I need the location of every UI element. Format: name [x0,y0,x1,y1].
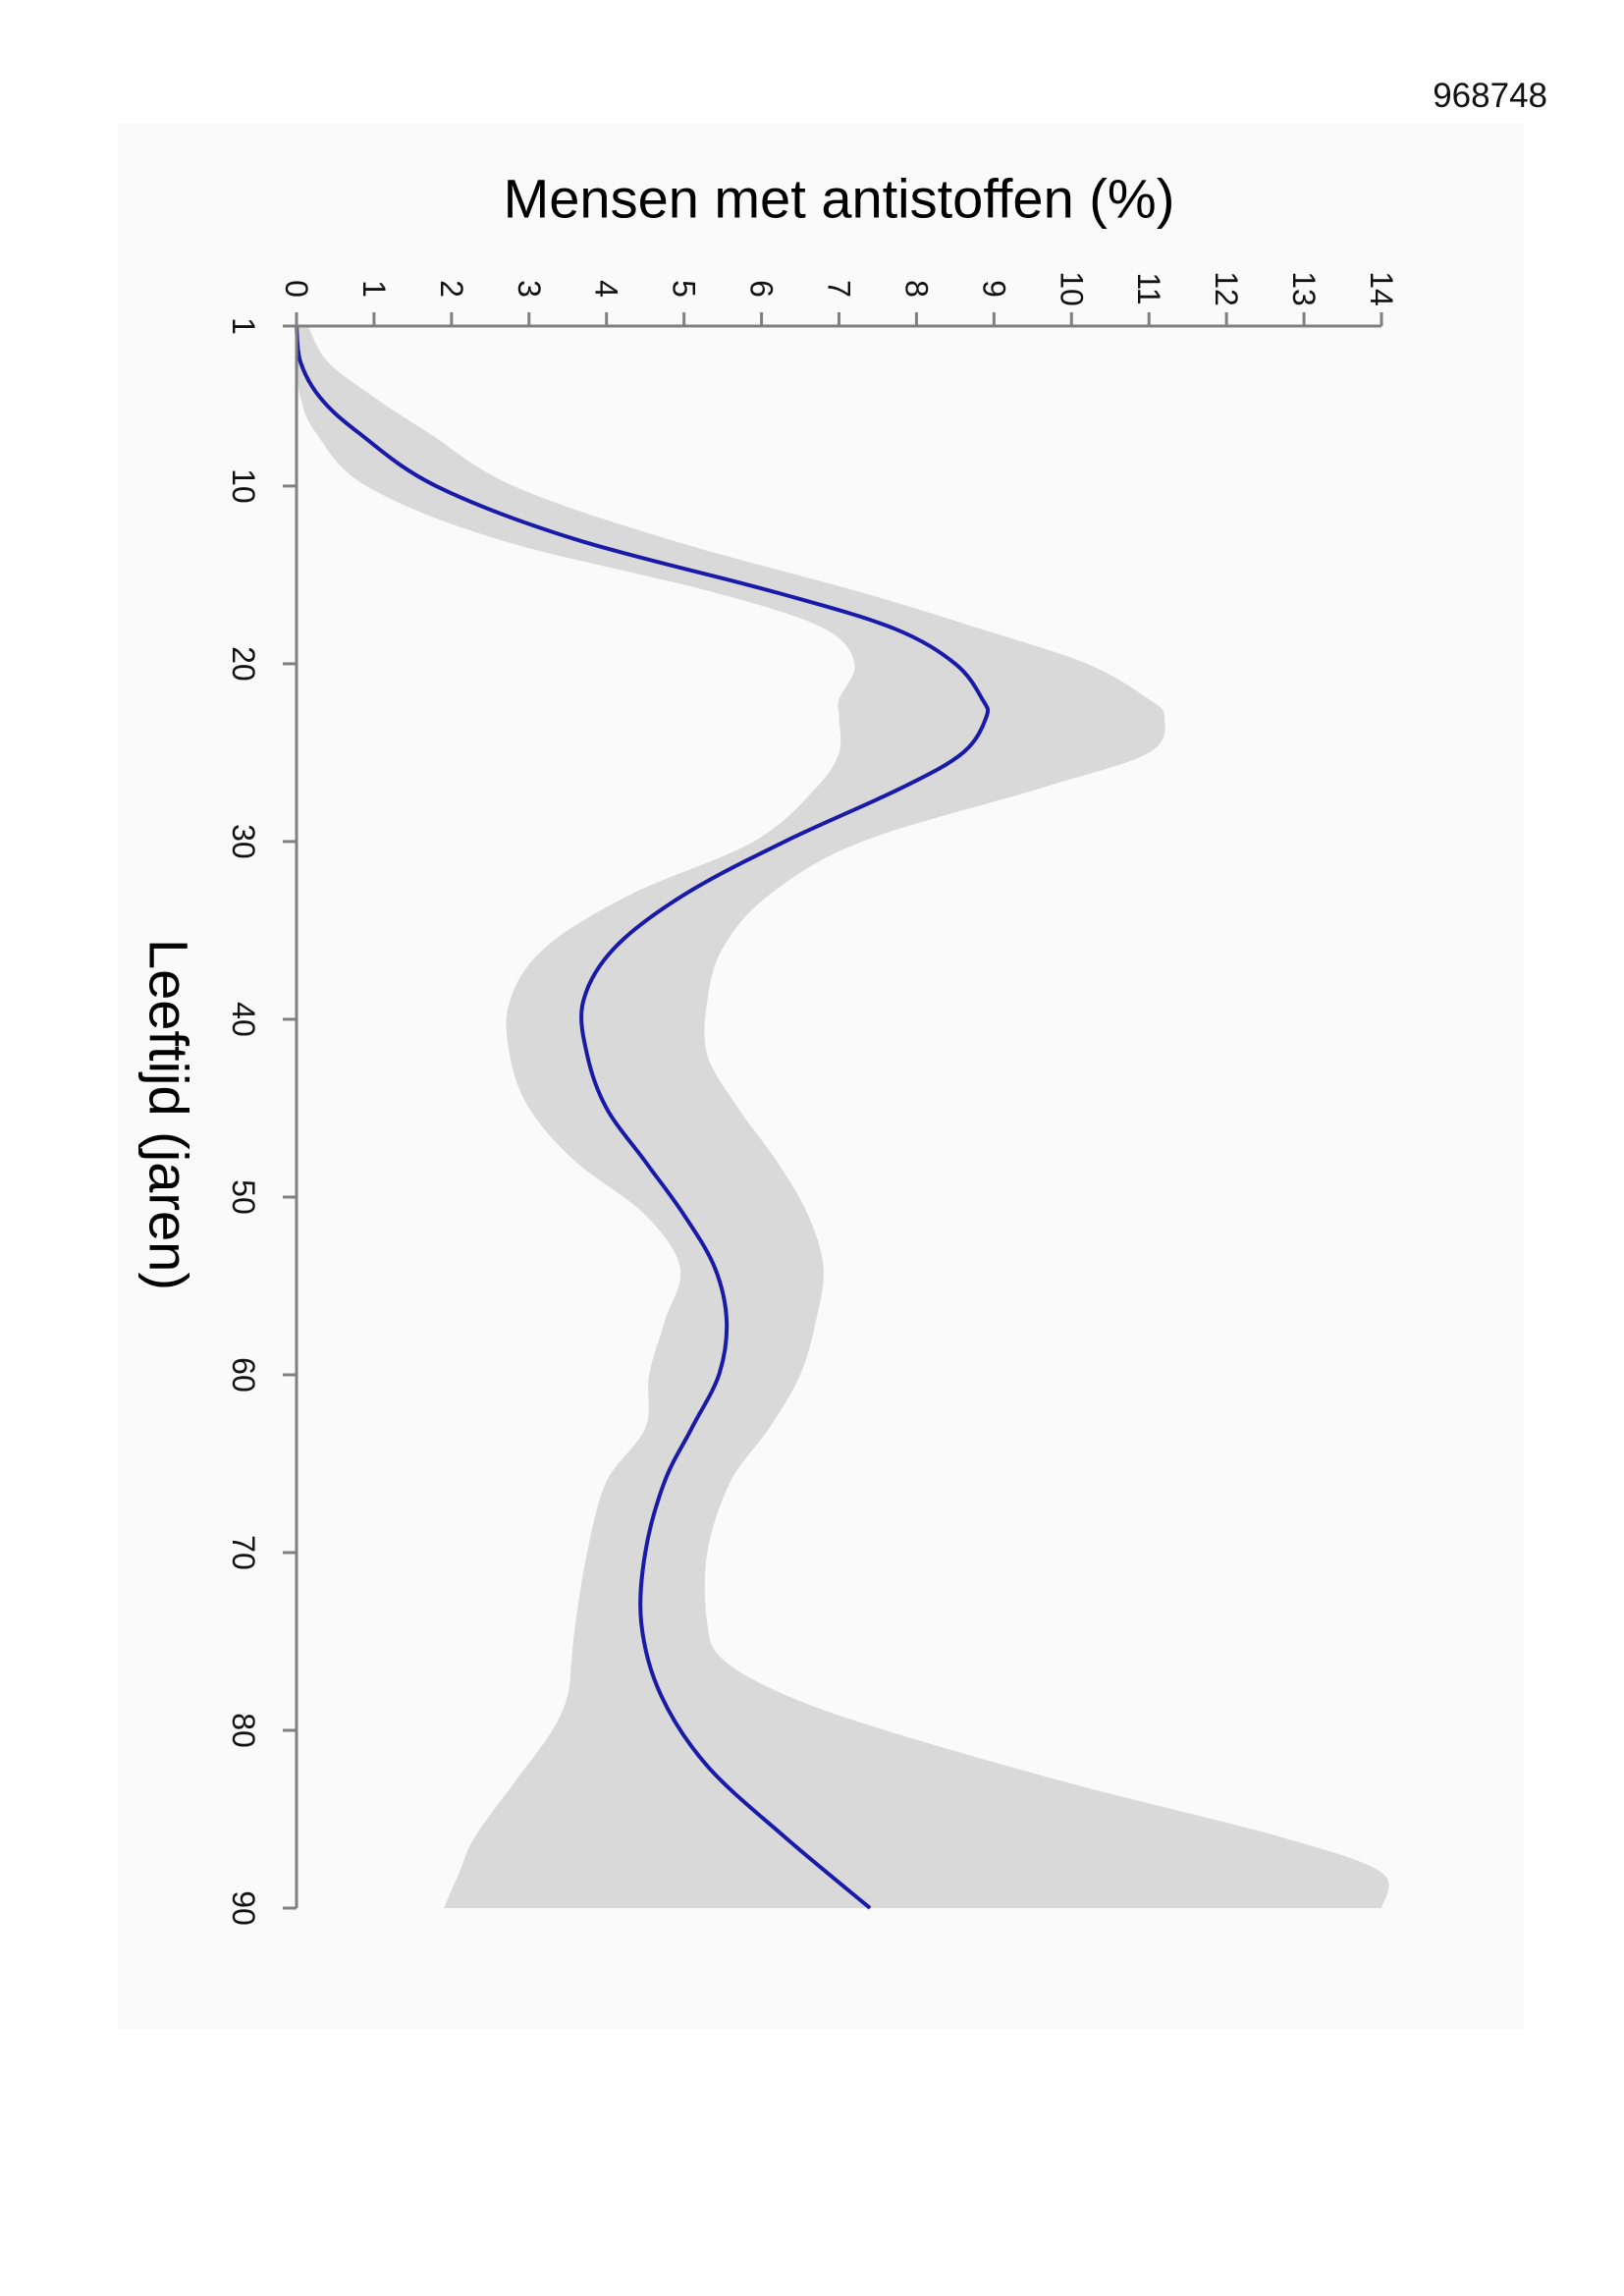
percentage-tick-label: 13 [1286,271,1322,306]
percentage-axis-title: Mensen met antistoffen (%) [504,168,1175,230]
age-tick-label: 40 [226,1002,261,1037]
percentage-tick-label: 3 [512,280,547,298]
age-tick-label: 1 [226,317,261,335]
percentage-tick-label: 4 [589,280,624,298]
plot-panel: 0 1 2 3 4 5 6 7 8 9 10 11 12 13 14 1 10 20 30 40 50 60 70 80 90… [118,123,1524,2030]
age-tick-label: 80 [226,1713,261,1748]
age-tick-label: 50 [226,1179,261,1215]
percentage-tick-label: 12 [1209,271,1244,306]
age-axis-title: Leeftijd (jaren) [138,939,200,1290]
percentage-tick-label: 7 [822,280,857,298]
percentage-tick-label: 6 [744,280,780,298]
age-tick-label: 70 [226,1535,261,1570]
confidence-band-layer [296,326,1389,1908]
series-line-layer [295,325,991,1910]
percentage-ticks: 0 1 2 3 4 5 6 7 8 9 10 11 12 13 14 [279,271,1399,326]
age-tick-label: 20 [226,646,261,682]
percentage-tick-label: 14 [1364,271,1399,306]
percentage-tick-label: 9 [976,280,1011,298]
series-line [295,325,991,1910]
age-tick-label: 30 [226,824,261,859]
age-tick-label: 10 [226,468,261,504]
age-ticks: 1 10 20 30 40 50 60 70 80 90 [226,317,297,1926]
percentage-tick-label: 0 [279,280,314,298]
percentage-tick-label: 1 [356,280,392,298]
age-tick-label: 90 [226,1890,261,1926]
percentage-tick-label: 8 [898,280,934,298]
confidence-band [296,326,1389,1908]
document-id: 968748 [1433,77,1547,115]
percentage-tick-label: 11 [1131,272,1166,304]
chart-svg: 0 1 2 3 4 5 6 7 8 9 10 11 12 13 14 1102030405060708090… [138,168,1400,1926]
age-tick-label: 60 [226,1357,261,1393]
percentage-tick-label: 10 [1054,271,1089,306]
percentage-tick-label: 5 [667,280,702,298]
axis-layer [295,324,1381,1908]
percentage-tick-label: 2 [434,280,469,298]
